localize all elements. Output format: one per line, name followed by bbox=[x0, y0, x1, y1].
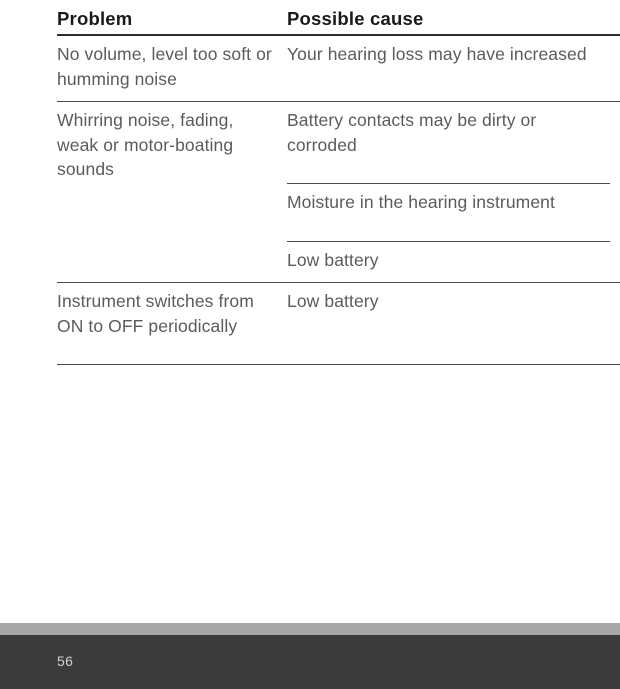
table-row: Whirring noise, fading, weak or motor-bo… bbox=[57, 102, 620, 283]
cause-cell: Battery contacts may be dirty or corrode… bbox=[287, 102, 610, 184]
problem-cell: Whirring noise, fading, weak or motor-bo… bbox=[57, 102, 287, 182]
header-problem: Problem bbox=[57, 8, 287, 30]
page-number: 56 bbox=[57, 653, 73, 669]
cause-cell: Low battery bbox=[287, 289, 620, 314]
table-header-row: Problem Possible cause bbox=[57, 8, 620, 36]
header-cause: Possible cause bbox=[287, 8, 620, 30]
page-content: Problem Possible cause No volume, level … bbox=[0, 0, 620, 365]
table-row: Instrument switches from ON to OFF perio… bbox=[57, 283, 620, 365]
table-row: No volume, level too soft or humming noi… bbox=[57, 36, 620, 102]
footer-band: 56 bbox=[0, 635, 620, 689]
cause-cell: Moisture in the hearing instrument bbox=[287, 184, 610, 242]
cause-group: Battery contacts may be dirty or corrode… bbox=[287, 102, 620, 282]
cause-cell: Your hearing loss may have increased bbox=[287, 42, 620, 67]
problem-cell: No volume, level too soft or humming noi… bbox=[57, 42, 287, 91]
cause-cell: Low battery bbox=[287, 242, 610, 283]
problem-cell: Instrument switches from ON to OFF perio… bbox=[57, 289, 287, 338]
